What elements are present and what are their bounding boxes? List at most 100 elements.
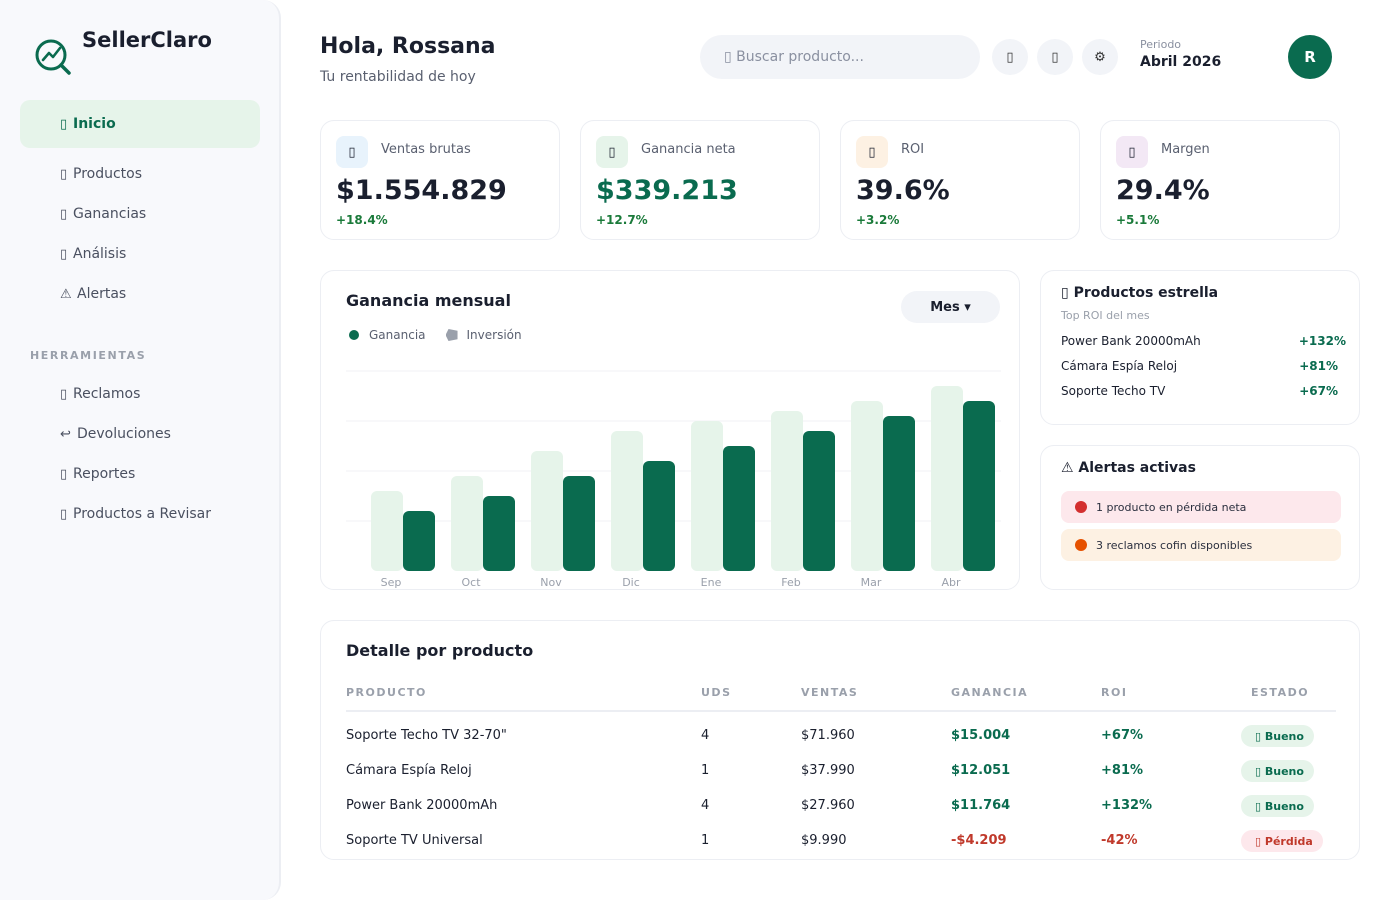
settings-button[interactable]: ⚙: [1082, 39, 1118, 75]
column-header-ventas[interactable]: VENTAS: [801, 686, 859, 699]
review-icon: ▯: [60, 506, 68, 522]
sales-icon: ▯: [336, 136, 368, 168]
column-header-ganancia[interactable]: GANANCIA: [951, 686, 1029, 699]
column-header-roi[interactable]: ROI: [1101, 686, 1128, 699]
profit-icon: ▯: [596, 136, 628, 168]
period-label: Periodo: [1140, 38, 1182, 51]
kpi-value: 29.4%: [1116, 175, 1210, 206]
sidebar-item-ganancias[interactable]: ▯ Ganancias: [20, 190, 260, 238]
star-product-roi: +81%: [1299, 359, 1338, 373]
sidebar-item-reportes[interactable]: ▯ Reportes: [20, 450, 260, 498]
cell-roi: +132%: [1101, 798, 1153, 813]
status-badge: ▯ Bueno: [1241, 795, 1314, 817]
bar-ganancia-feb[interactable]: [803, 431, 835, 571]
bar-ganancia-abr[interactable]: [963, 401, 995, 571]
bar-ganancia-dic[interactable]: [643, 461, 675, 571]
bar-inversin-ene[interactable]: [691, 421, 723, 571]
sidebar-item-devoluciones[interactable]: ↩ Devoluciones: [20, 410, 260, 458]
kpi-delta: +3.2%: [856, 213, 900, 227]
bar-inversin-nov[interactable]: [531, 451, 563, 571]
sidebar-item-inicio[interactable]: ▯ Inicio: [20, 100, 260, 148]
brand[interactable]: SellerClaro: [34, 28, 212, 76]
chart-icon: ▯: [60, 246, 68, 262]
sidebar-item-reclamos[interactable]: ▯ Reclamos: [20, 370, 260, 418]
period-dropdown[interactable]: Mes ▾: [901, 291, 1000, 323]
claim-icon: ▯: [60, 386, 68, 402]
status-badge: ▯ Bueno: [1241, 725, 1314, 747]
bar-ganancia-sep[interactable]: [403, 511, 435, 571]
kpi-label: Ventas brutas: [381, 142, 471, 157]
alert-text: 3 reclamos cofin disponibles: [1096, 538, 1253, 552]
column-header-producto[interactable]: PRODUCTO: [346, 686, 427, 699]
list-item[interactable]: Power Bank 20000mAh +132%: [1061, 334, 1346, 348]
bar-ganancia-ene[interactable]: [723, 446, 755, 571]
messages-button[interactable]: ▯: [1037, 39, 1073, 75]
cell-ventas: $9.990: [801, 833, 847, 848]
bar-ganancia-oct[interactable]: [483, 496, 515, 571]
sidebar-item-alertas[interactable]: ⚠ Alertas: [20, 270, 260, 318]
search-input[interactable]: [700, 35, 980, 79]
alert-dot: [1075, 539, 1087, 551]
column-header-estado[interactable]: ESTADO: [1251, 686, 1310, 699]
sidebar-item-label: Reclamos: [73, 386, 141, 402]
legend-label-inversion: Inversión: [466, 328, 522, 342]
list-item[interactable]: Soporte Techo TV +67%: [1061, 384, 1338, 398]
roi-icon: ▯: [856, 136, 888, 168]
star-product-roi: +67%: [1299, 384, 1338, 398]
cell-producto: Power Bank 20000mAh: [346, 798, 498, 813]
bar-ganancia-mar[interactable]: [883, 416, 915, 571]
report-icon: ▯: [60, 466, 68, 482]
bar-inversin-mar[interactable]: [851, 401, 883, 571]
notifications-button[interactable]: ▯: [992, 39, 1028, 75]
avatar[interactable]: R: [1288, 35, 1332, 79]
kpi-delta: +12.7%: [596, 213, 648, 227]
kpi-delta: +18.4%: [336, 213, 388, 227]
x-tick-label: Nov: [540, 576, 562, 589]
star-products-subtitle: Top ROI del mes: [1061, 309, 1150, 322]
bar-inversin-sep[interactable]: [371, 491, 403, 571]
bar-inversin-dic[interactable]: [611, 431, 643, 571]
cell-ganancia: $15.004: [951, 728, 1011, 743]
margin-icon: ▯: [1116, 136, 1148, 168]
kpi-card-roi: ▯ ROI 39.6% +3.2%: [840, 120, 1080, 240]
page-title: Hola, Rossana: [320, 34, 496, 59]
warning-icon: ⚠: [60, 286, 72, 302]
kpi-value: $1.554.829: [336, 175, 507, 206]
sidebar-item-productos[interactable]: ▯ Productos: [20, 150, 260, 198]
star-products-card: ▯ Productos estrella Top ROI del mes Pow…: [1040, 270, 1360, 425]
list-item[interactable]: Cámara Espía Reloj +81%: [1061, 359, 1338, 373]
status-badge: ▯ Pérdida: [1241, 830, 1323, 852]
cell-roi: +67%: [1101, 728, 1144, 743]
chart-card: Sep Oct Nov Dic Ene Feb Mar Abr Ganancia mensua…: [320, 270, 1020, 590]
brand-name: SellerClaro: [82, 28, 212, 52]
x-tick-label: Sep: [381, 576, 402, 589]
cell-ventas: $37.990: [801, 763, 855, 778]
kpi-card-ventas: ▯ Ventas brutas $1.554.829 +18.4%: [320, 120, 560, 240]
x-tick-label: Oct: [461, 576, 481, 589]
column-header-uds[interactable]: UDS: [701, 686, 732, 699]
cell-producto: Soporte Techo TV 32-70": [346, 728, 507, 743]
period-value[interactable]: Abril 2026: [1140, 54, 1222, 70]
bar-inversin-abr[interactable]: [931, 386, 963, 571]
sidebar-item-label: Ganancias: [73, 206, 147, 222]
sidebar-item-productos-revisar[interactable]: ▯ Productos a Revisar: [20, 490, 260, 538]
x-tick-label: Abr: [941, 576, 961, 589]
table-header-divider: [346, 710, 1336, 712]
box-icon: ▯: [60, 166, 68, 182]
bar-ganancia-nov[interactable]: [563, 476, 595, 571]
alert-item[interactable]: 1 producto en pérdida neta: [1061, 491, 1341, 523]
cell-roi: -42%: [1101, 833, 1138, 848]
alert-item[interactable]: 3 reclamos cofin disponibles: [1061, 529, 1341, 561]
cell-uds: 1: [701, 763, 710, 778]
sidebar-item-label: Alertas: [77, 286, 127, 302]
bell-icon: ▯: [1006, 49, 1014, 65]
sidebar-item-label: Productos: [73, 166, 143, 182]
money-icon: ▯: [60, 206, 68, 222]
star-product-name: Soporte Techo TV: [1061, 384, 1166, 398]
bar-inversin-feb[interactable]: [771, 411, 803, 571]
page-subtitle: Tu rentabilidad de hoy: [320, 69, 476, 85]
bar-inversin-oct[interactable]: [451, 476, 483, 571]
alerts-title: ⚠ Alertas activas: [1061, 460, 1196, 476]
sidebar-item-analisis[interactable]: ▯ Análisis: [20, 230, 260, 278]
cell-ventas: $71.960: [801, 728, 855, 743]
